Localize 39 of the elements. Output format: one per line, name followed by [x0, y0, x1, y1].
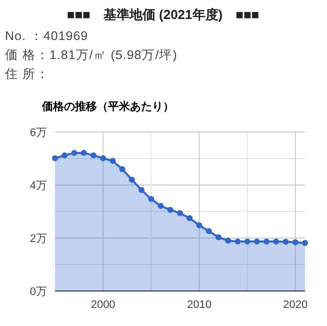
point	[234, 238, 241, 244]
point	[292, 239, 298, 246]
point	[119, 166, 126, 172]
x-tick-label: 2010	[186, 299, 212, 311]
y-tick-label: 0万	[30, 286, 47, 298]
point	[273, 238, 280, 244]
point	[138, 187, 145, 194]
point	[282, 238, 289, 245]
point	[52, 155, 58, 162]
y-tick-label: 4万	[30, 180, 47, 192]
text: No. ：401969	[5, 29, 88, 43]
point	[254, 238, 260, 244]
chart-title: ■■■ 基準地価 (2021年度) ■■■	[66, 7, 260, 22]
point	[302, 240, 308, 246]
x-tick-label: 2020	[283, 299, 308, 311]
text: 住 所：	[4, 67, 50, 81]
x-tick-label: 2000	[90, 299, 116, 311]
y-tick-label: 6万	[30, 127, 47, 139]
point	[100, 155, 106, 162]
point	[244, 238, 250, 244]
point	[62, 152, 68, 158]
point	[128, 176, 135, 183]
y-tick-label: 2万	[30, 233, 47, 245]
point	[264, 238, 270, 244]
point	[90, 152, 96, 158]
point	[196, 222, 202, 228]
text: 価 格：1.81万/㎡ (5.98万/坪)	[5, 48, 178, 62]
point	[225, 238, 232, 244]
point	[186, 215, 193, 222]
point	[110, 158, 116, 164]
point	[206, 228, 212, 234]
point	[167, 206, 174, 213]
point	[80, 150, 87, 156]
point	[215, 234, 222, 240]
chart-subtitle: 価格の推移（平米あたり）	[41, 100, 174, 113]
point	[71, 150, 78, 156]
point	[158, 202, 164, 209]
point	[177, 210, 183, 216]
point	[148, 196, 154, 202]
